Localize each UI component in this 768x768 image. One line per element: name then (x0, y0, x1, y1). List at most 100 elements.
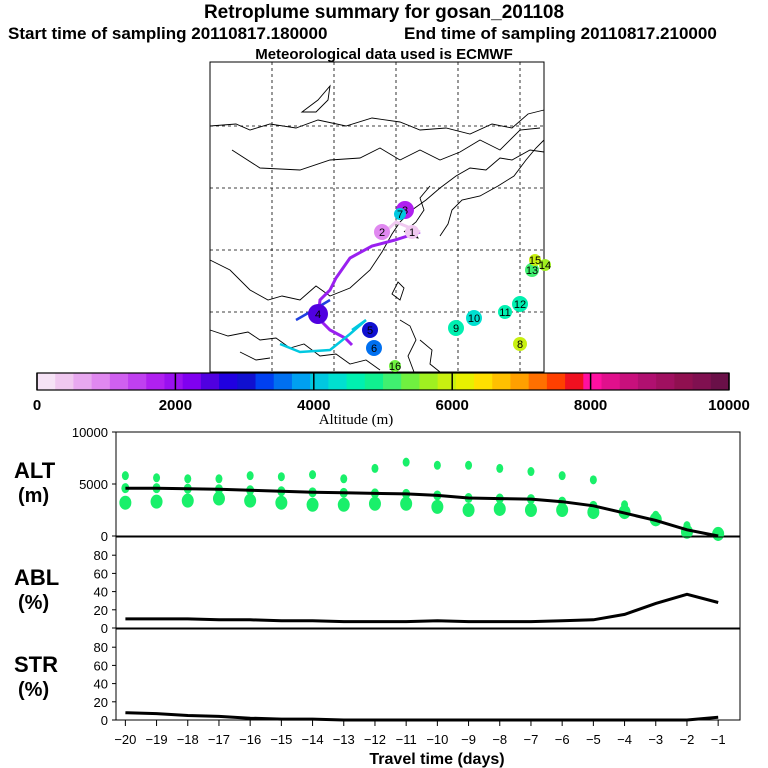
x-tick-label: −7 (524, 732, 539, 747)
map-point-label: 14 (539, 260, 551, 272)
alt-particle (524, 503, 537, 517)
colorbar-cell (546, 373, 566, 390)
alt-title: ALT (14, 458, 56, 483)
map-point-marker (513, 337, 527, 351)
colorbar-cell (273, 373, 293, 390)
map-point: 4 (308, 304, 328, 324)
y-tick-label: 60 (94, 566, 108, 581)
alt-particle (212, 491, 225, 506)
colorbar-cell (200, 373, 220, 390)
str-frame (115, 628, 741, 721)
map-point-marker (529, 254, 541, 266)
map-point-marker (498, 305, 512, 319)
alt-particle (527, 467, 535, 477)
map-point: 12 (512, 296, 528, 312)
colorbar-cell (583, 373, 603, 390)
coastlines (209, 84, 545, 373)
colorbar-tick-label: 2000 (159, 397, 192, 414)
map-point-marker (374, 224, 390, 240)
alt-particle (368, 496, 381, 511)
colorbar-cell (455, 373, 475, 390)
map-point-label: 16 (389, 361, 401, 373)
colorbar-cell (710, 373, 730, 390)
map-point: 15 (529, 254, 541, 267)
map-point-label: 6 (371, 343, 377, 355)
map-point-marker (308, 304, 328, 324)
y-tick-label: 20 (94, 603, 108, 618)
colorbar-cell (401, 373, 420, 390)
colorbar-cell (692, 373, 712, 390)
colorbar-cell (128, 373, 147, 390)
x-tick-label: −19 (146, 732, 168, 747)
colorbar-cell (291, 373, 311, 390)
map-point: 9 (448, 320, 464, 336)
alt-panel: ALT (m) 10000 5000 0 (14, 425, 741, 544)
map-point-label: 1 (409, 227, 415, 239)
alt-particle (465, 460, 473, 470)
map-point-marker (525, 263, 539, 277)
alt-particle (150, 494, 163, 509)
map-point-label: 9 (453, 323, 459, 335)
x-tick-label: −15 (270, 732, 292, 747)
alt-particle (275, 495, 288, 510)
x-tick-label: −13 (333, 732, 355, 747)
alt-particle (246, 471, 254, 481)
x-tick-label: −2 (680, 732, 695, 747)
str-unit: (%) (18, 679, 49, 701)
alt-particle (121, 483, 130, 494)
colorbar-cell (492, 373, 511, 390)
map-panel: 12345678910111213141516 (209, 61, 551, 373)
alt-particle (153, 473, 161, 483)
y-tick-label: 0 (101, 529, 108, 544)
alt-particle (277, 472, 285, 482)
alt-particle (433, 460, 441, 470)
map-point-label: 4 (315, 309, 321, 321)
map-point-label: 11 (499, 307, 510, 319)
alt-particle (652, 510, 660, 520)
x-tick-label: −8 (492, 732, 507, 747)
colorbar-label: Altitude (m) (319, 412, 394, 428)
str-title: STR (14, 652, 58, 677)
map-point-marker (389, 360, 401, 372)
colorbar-tick-label: 0 (33, 397, 41, 414)
colorbar-cell (419, 373, 439, 390)
y-tick-label: 80 (94, 640, 108, 655)
map-point-marker (405, 225, 419, 239)
x-tick-label: −14 (302, 732, 324, 747)
colorbar-cell (255, 373, 275, 390)
alt-particle (402, 457, 410, 467)
x-tick-label: −10 (426, 732, 448, 747)
colorbar-cell (528, 373, 548, 390)
map-point: 10 (466, 310, 482, 326)
alt-particle (558, 471, 566, 481)
x-tick-label: −17 (208, 732, 230, 747)
colorbar-cell (73, 373, 93, 390)
alt-particle (184, 474, 192, 484)
map-point: 2 (374, 224, 390, 240)
colorbar-cell (91, 373, 111, 390)
y-tick-label: 5000 (79, 477, 108, 492)
abl-line (125, 592, 719, 624)
x-tick-label: −5 (586, 732, 601, 747)
abl-unit: (%) (18, 592, 49, 614)
colorbar-cell (565, 373, 584, 390)
colorbar-cell (510, 373, 530, 390)
x-axis-label: Travel time (days) (369, 751, 504, 768)
str-line (125, 711, 719, 722)
x-tick-label: −16 (239, 732, 261, 747)
map-point: 5 (362, 322, 378, 338)
colorbar-cell (437, 373, 457, 390)
map-point-label: 12 (514, 299, 526, 311)
map-point: 7 (394, 208, 406, 221)
y-tick-label: 20 (94, 695, 108, 710)
colorbar-tick-label: 6000 (436, 397, 469, 414)
colorbar-cell (637, 373, 657, 390)
map-point-label: 2 (379, 227, 385, 239)
map-point-label: 7 (397, 209, 403, 221)
map-point-label: 5 (367, 325, 373, 337)
y-tick-label: 0 (101, 621, 108, 636)
alt-particle (309, 470, 317, 480)
map-point: 14 (539, 259, 551, 272)
colorbar-cell (37, 373, 56, 390)
